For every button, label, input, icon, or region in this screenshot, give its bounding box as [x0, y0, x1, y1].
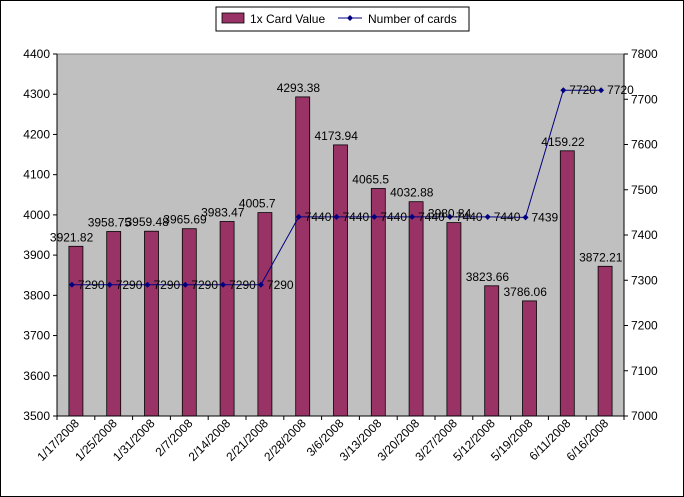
line-label-12: 7439: [532, 210, 559, 224]
bar-13: [559, 150, 575, 417]
y2-tick-label-7: 7700: [631, 92, 658, 106]
bar-0: [68, 245, 84, 417]
y-tick-label-4: 3900: [23, 248, 50, 262]
bar-3: [181, 228, 197, 417]
bars-group: [68, 96, 613, 417]
y2-tick-label-0: 7000: [631, 409, 658, 423]
y-tick-label-9: 4400: [23, 47, 50, 61]
bar-label-13: 4159.22: [541, 135, 585, 149]
line-point-8: [371, 213, 378, 220]
y-tick-label-2: 3700: [23, 329, 50, 343]
bar-4: [219, 221, 235, 417]
line-point-11: [484, 213, 491, 220]
bar-label-10: 3980.84: [428, 207, 472, 221]
line-point-0: [68, 281, 75, 288]
legend-label-bar: 1x Card Value: [250, 12, 325, 26]
bar-label-11: 3823.66: [466, 270, 510, 284]
y-tick-label-8: 4300: [23, 87, 50, 101]
line-label-13: 7720: [569, 83, 596, 97]
line-point-5: [257, 281, 264, 288]
line-label-3: 7290: [191, 278, 218, 292]
bar-11: [484, 285, 500, 417]
y-tick-label-1: 3600: [23, 369, 50, 383]
bar-5: [257, 212, 273, 417]
line-point-3: [182, 281, 189, 288]
y2-tick-label-6: 7600: [631, 138, 658, 152]
bar-label-8: 4065.5: [352, 173, 389, 187]
bar-label-1: 3958.75: [88, 216, 132, 230]
y-tick-label-7: 4200: [23, 127, 50, 141]
bar-label-3: 3965.69: [163, 213, 207, 227]
line-series-group: [68, 87, 605, 288]
y2-tick-label-3: 7300: [631, 273, 658, 287]
legend: 1x Card Value Number of cards: [215, 6, 470, 32]
y-tick-label-3: 3800: [23, 288, 50, 302]
bar-9: [408, 201, 424, 417]
line-label-4: 7290: [229, 278, 256, 292]
line-label-6: 7440: [305, 210, 332, 224]
line-point-12: [522, 214, 529, 221]
y2-tick-label-1: 7100: [631, 364, 658, 378]
bar-label-14: 3872.21: [579, 250, 623, 264]
line-point-9: [409, 213, 416, 220]
bar-2: [144, 230, 159, 417]
line-label-2: 7290: [154, 278, 181, 292]
line-point-6: [295, 213, 302, 220]
y-tick-label-0: 3500: [23, 409, 50, 423]
bar-7: [333, 144, 348, 417]
legend-label-line: Number of cards: [368, 12, 457, 26]
bar-10: [446, 222, 462, 417]
line-label-8: 7440: [380, 210, 407, 224]
line-point-4: [220, 281, 227, 288]
bar-labels-group: 3921.823958.753959.483965.693983.474005.…: [50, 81, 623, 299]
line-labels-group: 7290 7290 7290 7290 7290 7290 7440 7440 7440 7440…: [78, 83, 634, 292]
legend-swatch-bar: [221, 12, 245, 24]
bar-label-12: 3786.06: [504, 285, 548, 299]
bar-label-2: 3959.48: [126, 215, 170, 229]
line-label-0: 7290: [78, 278, 105, 292]
bar-1: [106, 231, 122, 417]
bar-label-9: 4032.88: [390, 186, 434, 200]
y2-tick-label-4: 7400: [631, 228, 658, 242]
line-label-7: 7440: [343, 210, 370, 224]
line-point-1: [106, 281, 113, 288]
line-label-11: 7440: [494, 210, 521, 224]
bar-14: [597, 265, 613, 417]
line-label-1: 7290: [116, 278, 143, 292]
line-label-10: 7440: [456, 210, 483, 224]
bar-label-7: 4173.94: [315, 129, 359, 143]
bar-12: [522, 300, 537, 417]
line-point-10: [446, 213, 453, 220]
legend-line-marker: [347, 15, 353, 21]
y2-tick-label-2: 7200: [631, 319, 658, 333]
bar-label-0: 3921.82: [50, 230, 94, 244]
line-point-14: [598, 87, 605, 94]
bar-label-4: 3983.47: [201, 206, 245, 220]
bar-6: [295, 96, 311, 417]
y-tick-label-5: 4000: [23, 208, 50, 222]
line-label-5: 7290: [267, 278, 294, 292]
bar-label-6: 4293.38: [277, 81, 321, 95]
line-label-9: 7440: [418, 210, 445, 224]
y2-tick-label-8: 7800: [631, 47, 658, 61]
line-point-2: [144, 281, 151, 288]
y2-tick-label-5: 7500: [631, 183, 658, 197]
bar-label-5: 4005.7: [239, 197, 276, 211]
legend-box: [215, 6, 470, 32]
line-label-14: 7720: [607, 83, 634, 97]
line-point-7: [333, 213, 340, 220]
line-point-13: [560, 87, 567, 94]
y-tick-label-6: 4100: [23, 168, 50, 182]
